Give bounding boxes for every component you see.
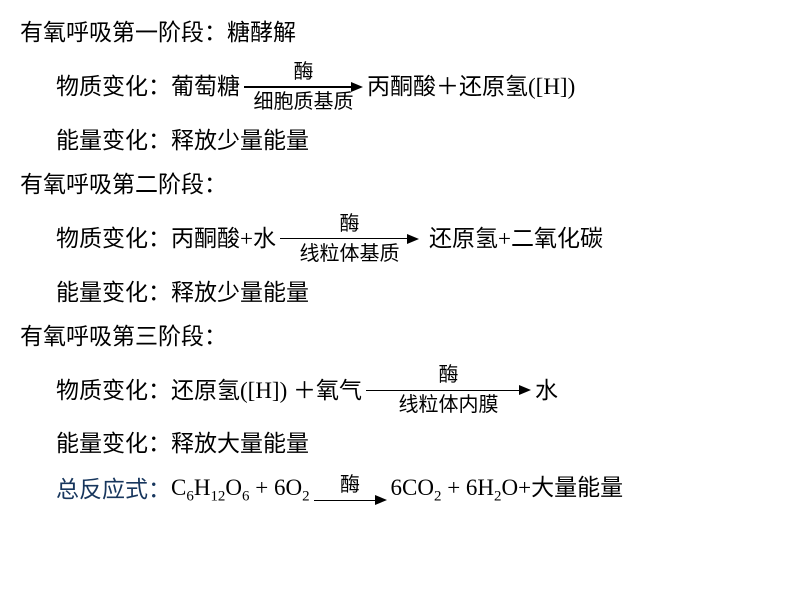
arrow-head-icon (519, 385, 531, 395)
stage3-energy-row: 能量变化： 释放大量能量 (20, 429, 780, 459)
sub2: 2 (302, 489, 309, 505)
c: C (171, 475, 186, 500)
stage1-reaction: 葡萄糖 酶 细胞质基质 丙酮酸＋还原氢([H]) (171, 62, 575, 112)
stage2-reactant: 丙酮酸+水 (171, 224, 276, 254)
arrow-head-icon (375, 495, 387, 505)
summary-tail: +大量能量 (518, 475, 623, 500)
stage2-product: 还原氢+二氧化碳 (429, 224, 603, 254)
stage2-arrow-bottom: 线粒体基质 (299, 244, 399, 264)
stage1-arrow: 酶 细胞质基质 (244, 62, 363, 112)
stage1-material-label: 物质变化： (56, 72, 171, 102)
stage1-material-row: 物质变化： 葡萄糖 酶 细胞质基质 丙酮酸＋还原氢([H]) (20, 62, 780, 112)
stage1-arrow-top: 酶 (294, 62, 314, 82)
stage3-arrow: 酶 线粒体内膜 (366, 365, 531, 415)
summary-row: 总反应式： C6H12O6 + 6O2 酶 6CO2 + 6H2O+大量能量 (20, 473, 780, 507)
arrow-bar (314, 500, 376, 502)
stage3-arrow-bottom: 线粒体内膜 (399, 395, 499, 415)
stage2-energy-row: 能量变化： 释放少量能量 (20, 278, 780, 308)
stage3-title: 有氧呼吸第三阶段： (20, 322, 227, 352)
stage1-title-row: 有氧呼吸第一阶段：糖酵解 (20, 18, 780, 48)
stage2-title-row: 有氧呼吸第二阶段： (20, 170, 780, 200)
sub6: 6 (186, 489, 193, 505)
arrow-bar (280, 238, 408, 240)
co2: 6CO (391, 475, 434, 500)
stage3-reaction: 还原氢([H]) ＋氧气 酶 线粒体内膜 水 (171, 365, 558, 415)
stage2-energy-label: 能量变化： (56, 278, 171, 308)
stage2-material-label: 物质变化： (56, 224, 171, 254)
h: H (194, 475, 211, 500)
stage3-arrow-top: 酶 (439, 365, 459, 385)
stage3-product: 水 (535, 376, 558, 406)
plus-o2: + 6O (249, 475, 302, 500)
summary-reaction: C6H12O6 + 6O2 酶 6CO2 + 6H2O+大量能量 (171, 473, 623, 507)
summary-arrow-top: 酶 (340, 475, 360, 495)
stage1-product: 丙酮酸＋还原氢([H]) (367, 72, 575, 102)
stage3-reactant: 还原氢([H]) ＋氧气 (171, 376, 362, 406)
stage3-material-row: 物质变化： 还原氢([H]) ＋氧气 酶 线粒体内膜 水 (20, 365, 780, 415)
o-end: O (502, 475, 519, 500)
arrow-line-icon (314, 495, 387, 505)
sub2c: 2 (494, 489, 501, 505)
summary-arrow: 酶 (314, 475, 387, 505)
stage3-energy-text: 释放大量能量 (171, 429, 309, 459)
sub12: 12 (210, 489, 225, 505)
stage1-energy-text: 释放少量能量 (171, 126, 309, 156)
stage1-arrow-bottom: 细胞质基质 (254, 92, 354, 112)
arrow-bar (244, 86, 352, 88)
summary-label: 总反应式： (56, 475, 171, 505)
stage2-material-row: 物质变化： 丙酮酸+水 酶 线粒体基质 还原氢+二氧化碳 (20, 214, 780, 264)
stage2-energy-text: 释放少量能量 (171, 278, 309, 308)
summary-rhs: 6CO2 + 6H2O+大量能量 (391, 473, 624, 507)
stage3-title-row: 有氧呼吸第三阶段： (20, 322, 780, 352)
plus-h2o: + 6H (441, 475, 494, 500)
arrow-bar (366, 390, 520, 392)
stage2-arrow: 酶 线粒体基质 (280, 214, 419, 264)
stage1-reactant: 葡萄糖 (171, 72, 240, 102)
summary-lhs: C6H12O6 + 6O2 (171, 473, 310, 507)
stage3-material-label: 物质变化： (56, 376, 171, 406)
o: O (225, 475, 242, 500)
stage2-reaction: 丙酮酸+水 酶 线粒体基质 还原氢+二氧化碳 (171, 214, 603, 264)
stage1-energy-row: 能量变化： 释放少量能量 (20, 126, 780, 156)
stage3-energy-label: 能量变化： (56, 429, 171, 459)
stage1-energy-label: 能量变化： (56, 126, 171, 156)
stage1-title: 有氧呼吸第一阶段：糖酵解 (20, 18, 296, 48)
arrow-head-icon (407, 234, 419, 244)
stage2-title: 有氧呼吸第二阶段： (20, 170, 227, 200)
stage2-arrow-top: 酶 (339, 214, 359, 234)
